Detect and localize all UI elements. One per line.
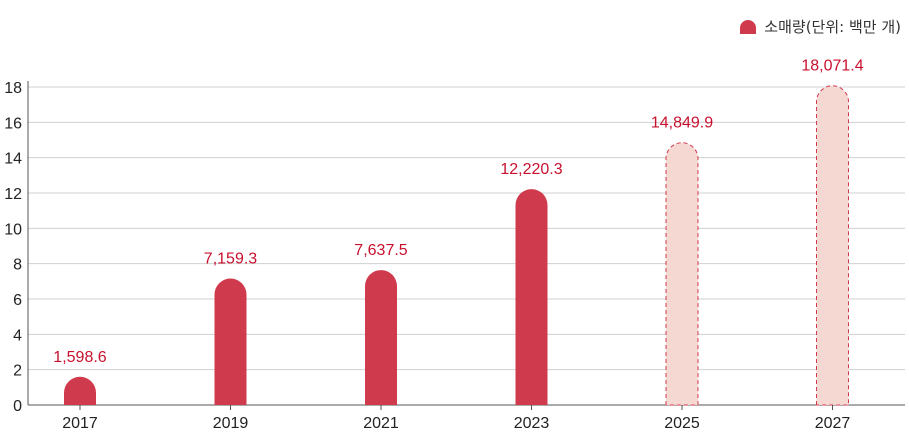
y-tick-label: 8: [13, 257, 22, 274]
y-tick-label: 18: [4, 80, 22, 97]
data-label: 12,220.3: [500, 161, 562, 178]
x-tick-label: 2027: [815, 415, 851, 432]
y-tick-label: 12: [4, 186, 22, 203]
y-tick-label: 16: [4, 115, 22, 132]
x-tick-label: 2019: [213, 415, 249, 432]
x-tick-label: 2025: [664, 415, 700, 432]
data-label: 18,071.4: [801, 58, 863, 75]
bar: [64, 376, 96, 405]
x-tick-label: 2023: [514, 415, 550, 432]
y-tick-label: 4: [13, 327, 22, 344]
bar: [515, 189, 548, 405]
legend: 소매량(단위: 백만 개): [740, 16, 901, 37]
data-label: 1,598.6: [53, 349, 106, 366]
y-tick-label: 14: [4, 151, 22, 168]
bar: [214, 278, 247, 405]
data-label: 7,159.3: [204, 251, 257, 268]
data-label: 14,849.9: [651, 115, 713, 132]
x-tick-label: 2017: [62, 415, 98, 432]
y-tick-label: 6: [13, 292, 22, 309]
y-tick-label: 0: [13, 398, 22, 415]
y-tick-label: 10: [4, 221, 22, 238]
bar: [365, 270, 397, 405]
forecast-bar: [665, 142, 699, 406]
forecast-bar: [816, 85, 849, 406]
x-tick-label: 2021: [363, 415, 399, 432]
y-tick-label: 2: [13, 363, 22, 380]
legend-swatch: [740, 19, 757, 34]
data-label: 7,637.5: [354, 242, 407, 259]
legend-label: 소매량(단위: 백만 개): [764, 18, 901, 36]
